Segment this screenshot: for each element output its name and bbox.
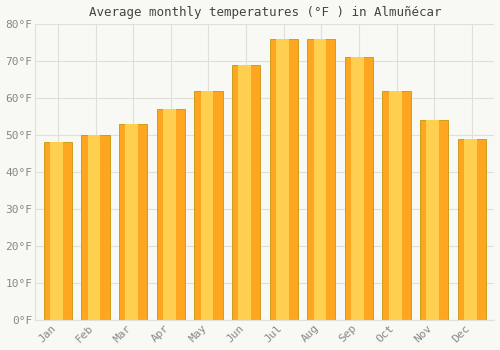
Bar xyxy=(200,91,213,320)
Bar xyxy=(232,65,260,320)
Bar xyxy=(163,109,175,320)
Bar xyxy=(119,124,148,320)
Bar xyxy=(156,109,185,320)
Bar xyxy=(420,120,448,320)
Bar xyxy=(88,135,101,320)
Bar xyxy=(194,91,222,320)
Bar xyxy=(50,142,63,320)
Bar xyxy=(44,142,72,320)
Bar xyxy=(351,57,364,320)
Bar xyxy=(426,120,439,320)
Bar xyxy=(314,39,326,320)
Bar xyxy=(82,135,110,320)
Bar xyxy=(458,139,486,320)
Bar xyxy=(270,39,298,320)
Title: Average monthly temperatures (°F ) in Almuñécar: Average monthly temperatures (°F ) in Al… xyxy=(88,6,441,19)
Bar xyxy=(345,57,373,320)
Bar xyxy=(276,39,288,320)
Bar xyxy=(389,91,402,320)
Bar xyxy=(238,65,251,320)
Bar xyxy=(382,91,410,320)
Bar xyxy=(307,39,336,320)
Bar xyxy=(464,139,477,320)
Bar xyxy=(126,124,138,320)
